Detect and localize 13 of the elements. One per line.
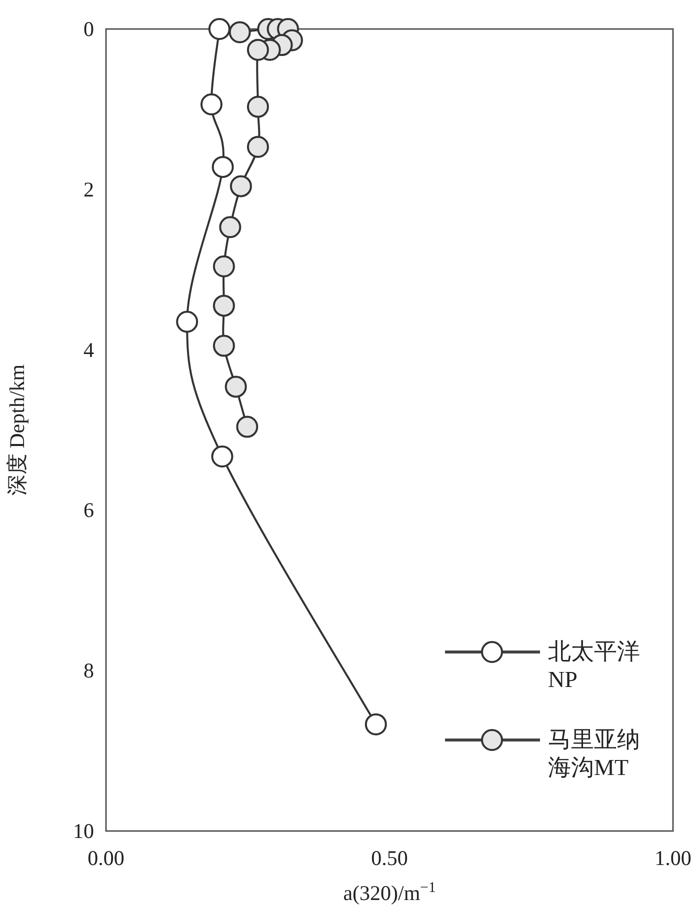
x-axis-title: a(320)/m$^{−1}$ [343,880,436,905]
y-tick-label: 10 [73,819,94,843]
legend-label: 马里亚纳海沟MT [548,727,640,780]
x-tick-label: 0.00 [88,846,124,870]
y-tick-label: 2 [84,177,94,202]
y-tick-label: 0 [84,17,94,41]
y-tick-label: 8 [84,658,94,683]
y-axis-title: 深度 Depth/km [5,364,29,496]
y-tick-label: 4 [84,338,94,362]
y-tick-label: 6 [84,498,94,522]
x-tick-label: 1.00 [654,846,692,870]
x-tick-label: 0.50 [371,846,408,870]
legend-label: 北太平洋NP [548,639,640,692]
